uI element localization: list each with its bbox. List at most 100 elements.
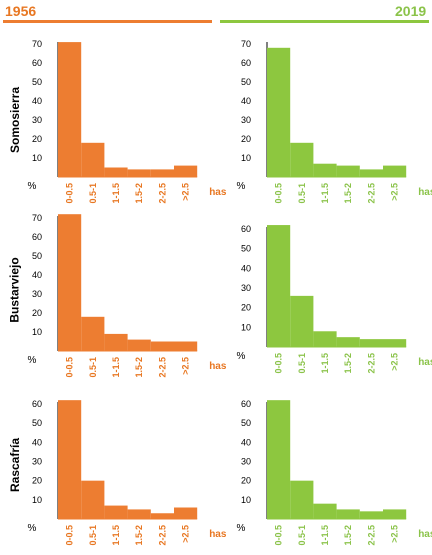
x-unit-label: has bbox=[418, 357, 432, 368]
x-tick-label: 2-2.5 bbox=[366, 353, 376, 374]
bar-rascafra-2019-2 bbox=[313, 503, 337, 519]
x-tick-label: 1-1.5 bbox=[111, 357, 121, 378]
bar-somosierra-1956-0 bbox=[58, 42, 82, 177]
x-tick-label: >2.5 bbox=[181, 357, 191, 375]
bar-somosierra-2019-2 bbox=[313, 163, 337, 177]
y-tick-label: 40 bbox=[241, 437, 251, 447]
bar-rascafra-1956-2 bbox=[104, 505, 128, 519]
x-tick-label: 0-0.5 bbox=[65, 525, 75, 546]
x-tick-label: 1.5-2 bbox=[134, 525, 144, 546]
y-tick-label: 60 bbox=[241, 224, 251, 234]
y-tick-label: 10 bbox=[32, 327, 42, 337]
x-tick-label: 0.5-1 bbox=[88, 357, 98, 378]
x-tick-label: >2.5 bbox=[390, 183, 400, 201]
x-tick-label: >2.5 bbox=[390, 353, 400, 371]
x-tick-label: >2.5 bbox=[390, 525, 400, 543]
bar-bustarviejo-1956-3 bbox=[127, 339, 151, 351]
x-tick-label: 0-0.5 bbox=[274, 525, 284, 546]
bar-rascafra-2019-1 bbox=[290, 480, 314, 519]
y-tick-label: 20 bbox=[241, 134, 251, 144]
bar-bustarviejo-2019-3 bbox=[336, 337, 360, 347]
x-unit-label: has bbox=[418, 187, 432, 198]
y-unit-label: % bbox=[28, 355, 37, 366]
bar-rascafra-2019-4 bbox=[359, 511, 383, 519]
y-unit-label: % bbox=[237, 181, 246, 192]
x-tick-label: 1.5-2 bbox=[134, 183, 144, 204]
x-tick-label: 1-1.5 bbox=[320, 525, 330, 546]
y-tick-label: 50 bbox=[241, 244, 251, 254]
y-tick-label: 10 bbox=[32, 495, 42, 505]
bar-bustarviejo-2019-4 bbox=[359, 339, 383, 347]
x-tick-label: 1-1.5 bbox=[320, 183, 330, 204]
x-tick-label: 1-1.5 bbox=[320, 353, 330, 374]
bar-bustarviejo-1956-1 bbox=[81, 316, 105, 351]
y-tick-label: 40 bbox=[241, 263, 251, 273]
y-tick-label: 50 bbox=[32, 418, 42, 428]
bar-bustarviejo-1956-0 bbox=[58, 214, 82, 351]
y-unit-label: % bbox=[28, 181, 37, 192]
bar-rascafra-2019-5 bbox=[383, 509, 407, 519]
x-tick-label: 0.5-1 bbox=[297, 525, 307, 546]
x-tick-label: 1-1.5 bbox=[111, 183, 121, 204]
x-tick-label: 2-2.5 bbox=[157, 357, 167, 378]
y-tick-label: 50 bbox=[32, 77, 42, 87]
y-tick-label: 20 bbox=[32, 476, 42, 486]
bar-rascafra-1956-5 bbox=[174, 507, 198, 519]
year-2019-rule bbox=[220, 20, 429, 23]
y-tick-label: 60 bbox=[32, 399, 42, 409]
bar-somosierra-2019-5 bbox=[383, 165, 407, 177]
x-tick-label: 0-0.5 bbox=[65, 183, 75, 204]
y-tick-label: 30 bbox=[32, 115, 42, 125]
y-tick-label: 40 bbox=[32, 437, 42, 447]
y-tick-label: 60 bbox=[241, 399, 251, 409]
x-tick-label: 1.5-2 bbox=[343, 183, 353, 204]
y-tick-label: 50 bbox=[241, 77, 251, 87]
y-tick-label: 70 bbox=[241, 39, 251, 49]
bar-somosierra-1956-5 bbox=[174, 165, 198, 177]
y-tick-label: 10 bbox=[241, 153, 251, 163]
year-1956-rule bbox=[3, 20, 212, 23]
x-tick-label: 2-2.5 bbox=[157, 525, 167, 546]
y-tick-label: 50 bbox=[32, 251, 42, 261]
bar-bustarviejo-1956-2 bbox=[104, 333, 128, 351]
x-tick-label: 0.5-1 bbox=[297, 353, 307, 374]
x-tick-label: 0.5-1 bbox=[297, 183, 307, 204]
y-unit-label: % bbox=[237, 523, 246, 534]
x-unit-label: has bbox=[209, 361, 227, 372]
x-tick-label: 0.5-1 bbox=[88, 183, 98, 204]
x-tick-label: 0-0.5 bbox=[274, 353, 284, 374]
y-tick-label: 70 bbox=[32, 213, 42, 223]
bar-somosierra-1956-3 bbox=[127, 169, 151, 177]
y-tick-label: 20 bbox=[32, 134, 42, 144]
bar-rascafra-2019-0 bbox=[267, 400, 291, 519]
y-tick-label: 10 bbox=[32, 153, 42, 163]
x-tick-label: 1.5-2 bbox=[343, 353, 353, 374]
bar-somosierra-1956-2 bbox=[104, 167, 128, 177]
x-tick-label: >2.5 bbox=[181, 183, 191, 201]
x-tick-label: 1-1.5 bbox=[111, 525, 121, 546]
y-tick-label: 60 bbox=[241, 58, 251, 68]
y-unit-label: % bbox=[28, 523, 37, 534]
year-2019-label: 2019 bbox=[395, 3, 427, 19]
bar-bustarviejo-2019-2 bbox=[313, 331, 337, 347]
x-tick-label: 1.5-2 bbox=[343, 525, 353, 546]
bar-rascafra-1956-3 bbox=[127, 509, 151, 519]
bar-somosierra-2019-3 bbox=[336, 165, 360, 177]
bar-somosierra-2019-0 bbox=[267, 47, 291, 177]
x-tick-label: 0.5-1 bbox=[88, 525, 98, 546]
x-unit-label: has bbox=[209, 187, 227, 198]
x-tick-label: 0-0.5 bbox=[65, 357, 75, 378]
bar-bustarviejo-1956-5 bbox=[174, 341, 198, 351]
bar-rascafra-1956-0 bbox=[58, 400, 82, 519]
x-unit-label: has bbox=[418, 529, 432, 540]
x-tick-label: 1.5-2 bbox=[134, 357, 144, 378]
y-tick-label: 60 bbox=[32, 58, 42, 68]
y-tick-label: 30 bbox=[241, 283, 251, 293]
bar-bustarviejo-2019-1 bbox=[290, 295, 314, 347]
y-tick-label: 30 bbox=[32, 289, 42, 299]
y-tick-label: 70 bbox=[32, 39, 42, 49]
x-tick-label: 2-2.5 bbox=[366, 525, 376, 546]
bar-bustarviejo-2019-5 bbox=[383, 339, 407, 347]
x-tick-label: 0-0.5 bbox=[274, 183, 284, 204]
